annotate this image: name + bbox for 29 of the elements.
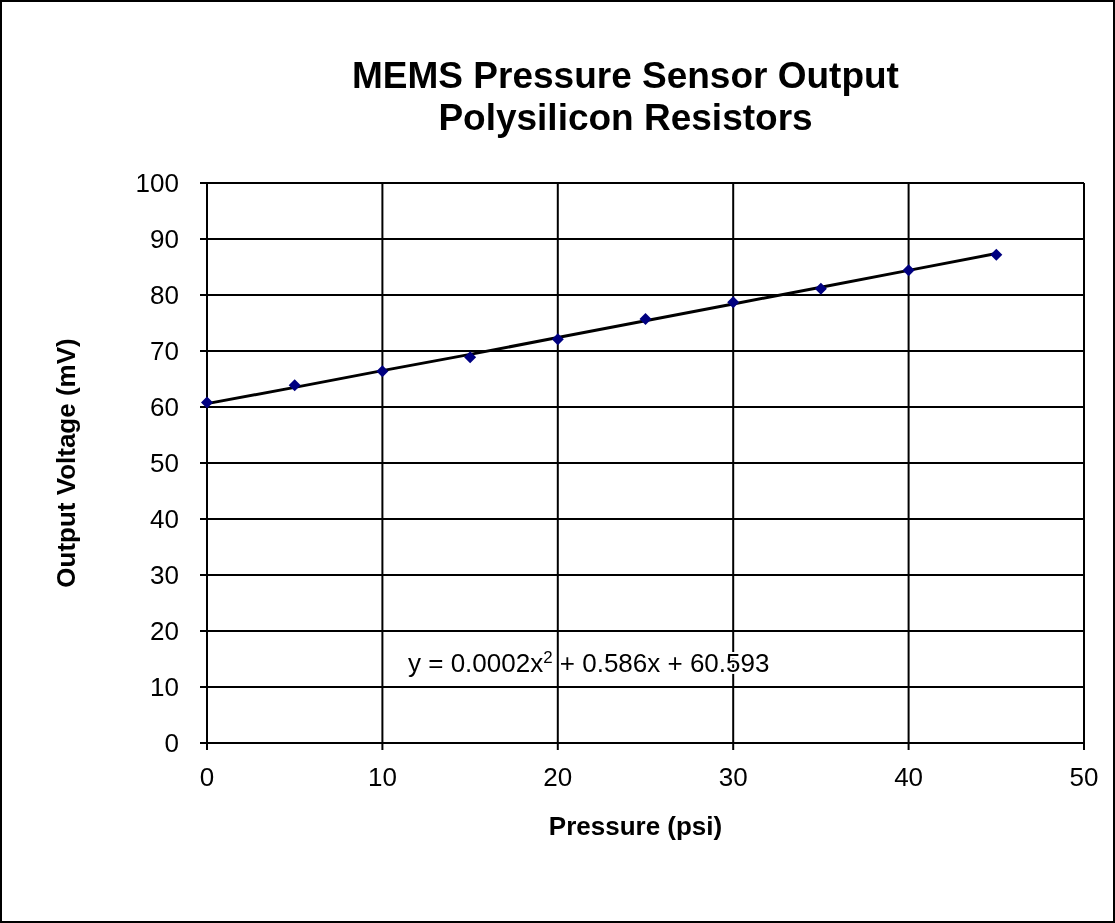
point — [727, 296, 740, 309]
point — [814, 282, 827, 295]
y-tick-label: 50 — [150, 448, 179, 479]
x-tick-label: 20 — [543, 762, 573, 792]
x-tick-label: 0 — [199, 762, 215, 792]
x-tick-label: 30 — [718, 762, 748, 792]
x-tick-label: 40 — [894, 762, 924, 792]
point — [376, 365, 389, 378]
chart-title: MEMS Pressure Sensor Output Polysilicon Resistors — [352, 55, 899, 138]
point — [639, 313, 652, 326]
x-axis-title: Pressure (psi) — [548, 811, 723, 841]
y-tick-label: 20 — [150, 616, 179, 647]
point — [902, 264, 915, 277]
point — [551, 333, 564, 346]
y-axis-title: Output Voltage (mV) — [51, 338, 81, 588]
point — [990, 248, 1003, 261]
y-tick-label: 60 — [150, 392, 179, 423]
y-tick-label: 100 — [135, 168, 179, 199]
point — [464, 351, 477, 364]
y-tick-label: 10 — [150, 672, 179, 703]
y-tick-label: 40 — [150, 504, 179, 535]
y-tick-label: 0 — [164, 728, 179, 759]
y-tick-label: 90 — [150, 224, 179, 255]
x-tick-label: 10 — [367, 762, 397, 792]
point — [288, 379, 301, 392]
y-tick-label: 70 — [150, 336, 179, 367]
y-tick-label: 80 — [150, 280, 179, 311]
y-tick-label: 30 — [150, 560, 179, 591]
x-tick-label: 50 — [1069, 762, 1099, 792]
